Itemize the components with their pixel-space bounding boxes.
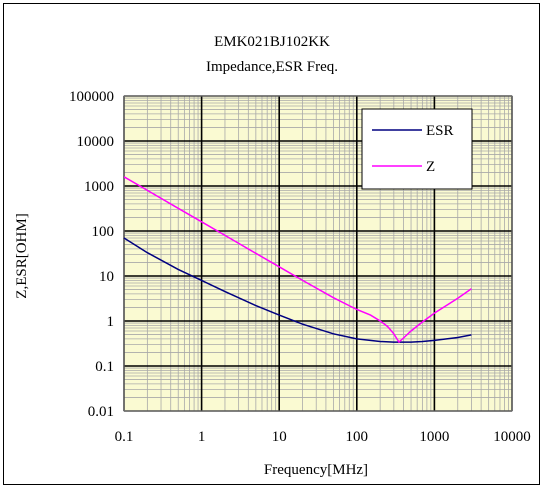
legend: ESR Z xyxy=(361,108,473,190)
x-tick-label: 1 xyxy=(198,429,206,445)
x-tick-label: 10000 xyxy=(493,429,531,445)
chart-title: EMK021BJ102KK xyxy=(214,34,330,50)
y-tick-label: 1 xyxy=(107,314,115,330)
y-tick-label: 1000 xyxy=(84,179,114,195)
legend-box xyxy=(361,108,473,190)
legend-label-esr: ESR xyxy=(426,123,454,139)
x-tick-label: 100 xyxy=(346,429,369,445)
chart-subtitle: Impedance,ESR Freq. xyxy=(206,59,338,75)
x-tick-label: 0.1 xyxy=(115,429,134,445)
series-layer xyxy=(123,176,472,344)
impedance-chart: EMK021BJ102KK Impedance,ESR Freq. 0.1 1 10… xyxy=(14,34,531,478)
y-tick-label: 0.01 xyxy=(88,404,114,420)
y-tick-labels: 0.01 0.1 1 10 100 1000 10000 100000 xyxy=(69,89,114,420)
x-tick-label: 10 xyxy=(272,429,287,445)
y-tick-label: 10 xyxy=(99,269,114,285)
legend-label-z: Z xyxy=(426,159,435,175)
y-tick-label: 0.1 xyxy=(95,359,114,375)
series-line-z xyxy=(123,176,472,344)
series-line-esr xyxy=(123,237,472,343)
x-tick-labels: 0.1 1 10 100 1000 10000 xyxy=(115,429,531,445)
x-axis-label: Frequency[MHz] xyxy=(264,462,368,478)
plot-border xyxy=(123,95,513,412)
y-tick-label: 10000 xyxy=(77,134,115,150)
y-axis-label: Z,ESR[OHM] xyxy=(14,213,30,298)
x-tick-label: 1000 xyxy=(419,429,449,445)
chart-frame: EMK021BJ102KK Impedance,ESR Freq. 0.1 1 10… xyxy=(3,3,540,485)
y-tick-label: 100000 xyxy=(69,89,114,105)
y-tick-label: 100 xyxy=(92,224,115,240)
